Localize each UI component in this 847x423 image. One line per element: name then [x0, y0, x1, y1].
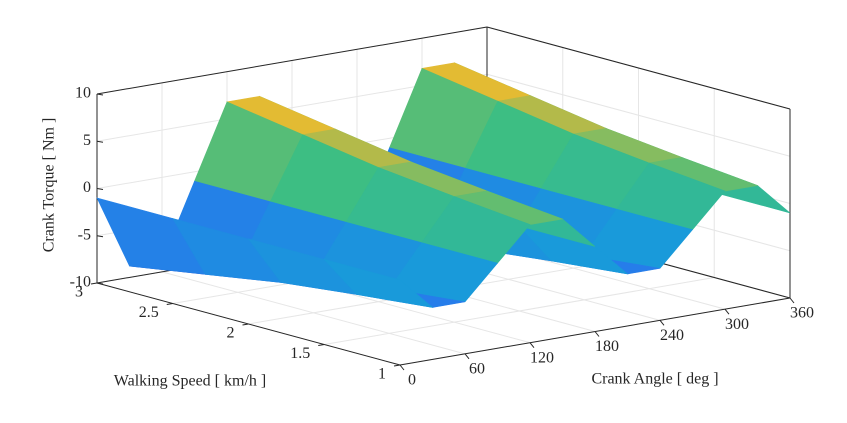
x-tick-label: 360: [790, 305, 814, 322]
y-tick-label: 1.5: [290, 345, 310, 362]
surface-patch: [323, 258, 434, 308]
x-tick: [399, 364, 405, 371]
z-tick-label: 5: [83, 132, 91, 149]
z-tick-label: 0: [83, 179, 91, 196]
z-axis-label: Crank Torque [ Nm ]: [41, 118, 58, 253]
x-tick-label: 240: [660, 327, 684, 344]
x-tick: [659, 320, 665, 326]
z-tick: [96, 282, 104, 285]
z-tick-label: -5: [78, 226, 91, 243]
x-tick-label: 60: [469, 361, 485, 378]
z-tick: [96, 93, 104, 96]
x-tick: [529, 342, 535, 348]
y-tick: [318, 344, 325, 346]
y-tick-label: 1: [378, 366, 386, 383]
grid-line: [324, 277, 715, 345]
y-tick: [242, 323, 249, 326]
z-tick-label: 10: [75, 85, 91, 102]
z-tick: [96, 140, 104, 143]
y-tick-label: 2: [227, 325, 235, 342]
x-tick-label: 120: [530, 349, 554, 366]
z-tick: [96, 188, 104, 190]
x-tick-label: 300: [725, 316, 749, 333]
x-tick-label: 180: [595, 338, 619, 355]
x-tick: [464, 353, 470, 360]
x-tick: [724, 308, 730, 315]
x-tick: [594, 331, 600, 337]
z-tick-label: -10: [70, 274, 91, 291]
z-tick: [96, 235, 104, 238]
x-axis-label: Crank Angle [ deg ]: [591, 371, 718, 388]
x-tick-label: 0: [408, 372, 416, 389]
y-tick: [166, 303, 173, 305]
x-tick: [789, 297, 795, 304]
grid-line: [486, 73, 791, 157]
y-tick-label: 2.5: [139, 304, 159, 321]
y-tick-label: 3: [75, 284, 83, 301]
axis-line: [96, 26, 488, 95]
axis-line: [486, 26, 791, 110]
y-tick: [393, 364, 401, 367]
y-tick: [90, 282, 98, 285]
y-axis-label: Walking Speed [ km/h ]: [114, 373, 266, 390]
